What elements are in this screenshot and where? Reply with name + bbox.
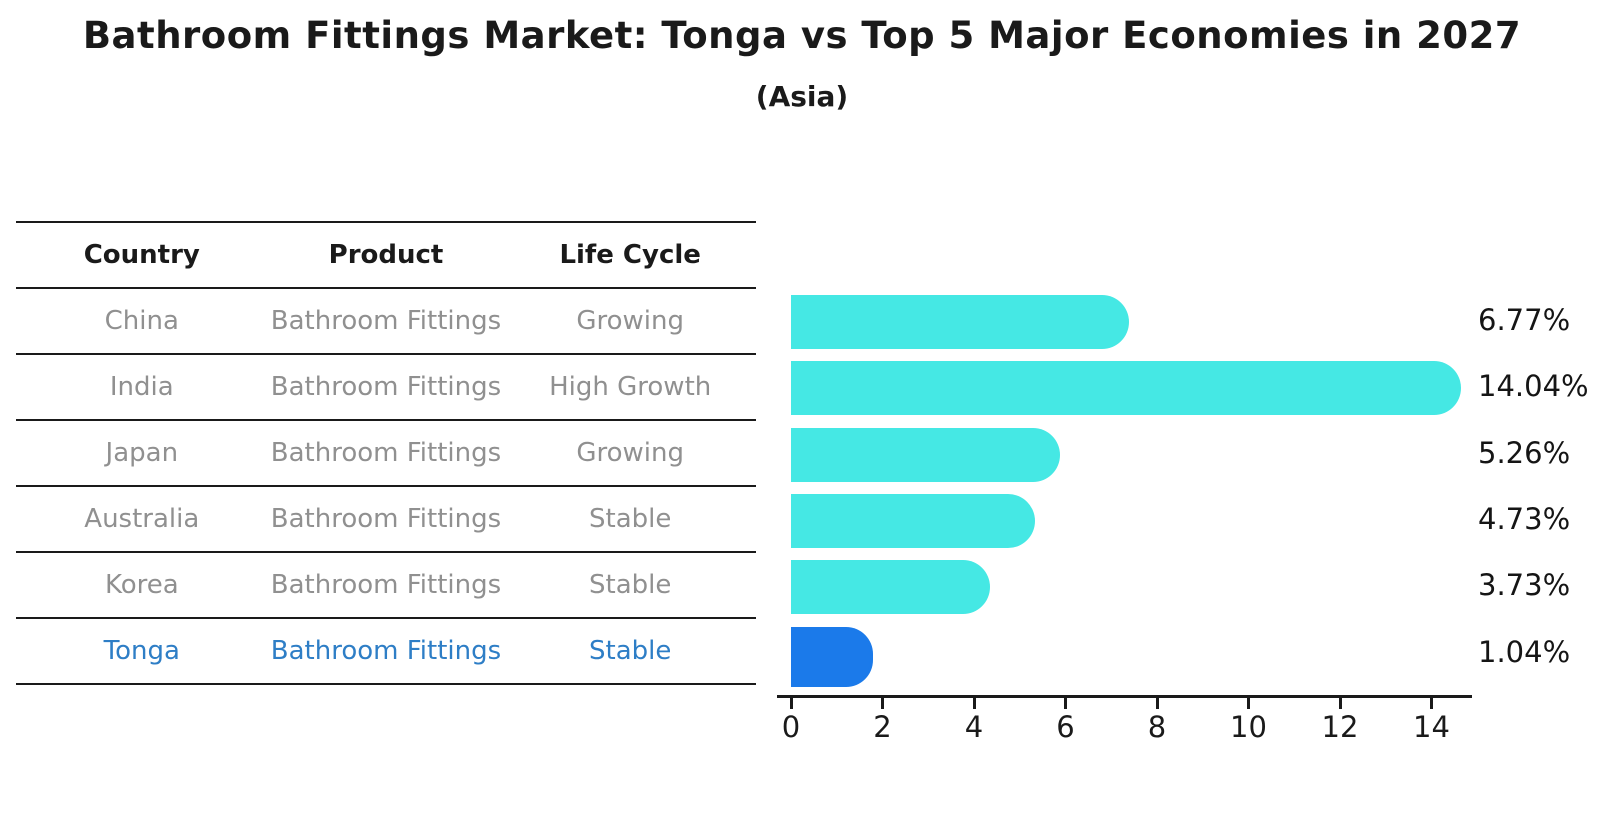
x-axis-tick-label: 4 [964,710,984,744]
table-cell: High Growth [549,372,712,402]
table-header-row: Country Product Life Cycle [16,221,756,287]
value-label-tonga: 1.04% [1478,634,1571,669]
x-axis-line [777,695,1472,698]
bar-india [791,361,1462,416]
x-axis-tick-label: 0 [781,710,801,744]
x-axis-tick-label: 14 [1413,710,1450,744]
table-row-tonga: Tonga Bathroom Fittings Stable [16,617,756,685]
bar-australia [791,493,1036,548]
table-cell: Bathroom Fittings [270,570,502,600]
table-row-india: India Bathroom Fittings High Growth [16,353,756,419]
x-axis-tick [1155,698,1159,709]
table-row-korea: Korea Bathroom Fittings Stable [16,551,756,617]
table-header-product: Product [328,240,444,270]
table-cell: China [104,306,179,336]
bar-china [791,295,1129,349]
table-cell: Korea [104,570,179,600]
table-cell: Growing [576,306,685,336]
x-axis-tick [1338,698,1342,709]
x-axis-tick [972,698,976,709]
table-cell: Stable [589,570,672,600]
table-cell: Bathroom Fittings [270,306,502,336]
table-header-life-cycle: Life Cycle [559,240,701,270]
table-cell: Bathroom Fittings [270,438,502,468]
table-cell: Bathroom Fittings [270,636,502,666]
table-cell: Bathroom Fittings [270,372,502,402]
value-label-australia: 4.73% [1478,501,1571,536]
x-axis-tick-label: 2 [873,710,892,744]
table-cell: India [109,372,174,402]
value-label-india: 14.04% [1478,369,1589,404]
bar-tonga [791,626,873,687]
bar-japan [791,427,1060,482]
bar-korea [791,560,990,615]
value-label-china: 6.77% [1478,303,1571,337]
value-label-korea: 3.73% [1478,568,1571,603]
table-cell: Stable [589,636,672,666]
table-cell: Australia [84,504,200,534]
x-axis-tick [1430,698,1433,709]
x-axis-tick [789,698,793,709]
x-axis-tick [1064,698,1067,709]
table-cell: Bathroom Fittings [270,504,502,534]
table-cell: Tonga [103,636,180,666]
table-row-china: China Bathroom Fittings Growing [16,287,756,353]
table-header-country: Country [83,240,200,270]
table-cell: Japan [105,438,179,468]
x-axis-tick [1247,698,1250,709]
x-axis-tick-label: 6 [1056,710,1075,744]
comparison-table: Country Product Life Cycle China Bathroom Fi… [16,221,756,685]
table-row-japan: Japan Bathroom Fittings Growing [16,419,756,485]
x-axis-tick-label: 10 [1230,710,1267,744]
chart-title: Bathroom Fittings Market: Tonga vs Top 5… [82,14,1522,57]
chart-subtitle: (Asia) [755,80,849,113]
value-label-japan: 5.26% [1478,435,1571,470]
table-cell: Growing [576,438,685,468]
x-axis-tick-label: 8 [1147,710,1167,744]
table-row-australia: Australia Bathroom Fittings Stable [16,485,756,551]
table-cell: Stable [589,504,672,534]
x-axis-tick-label: 12 [1321,710,1359,744]
x-axis-tick [881,698,884,709]
